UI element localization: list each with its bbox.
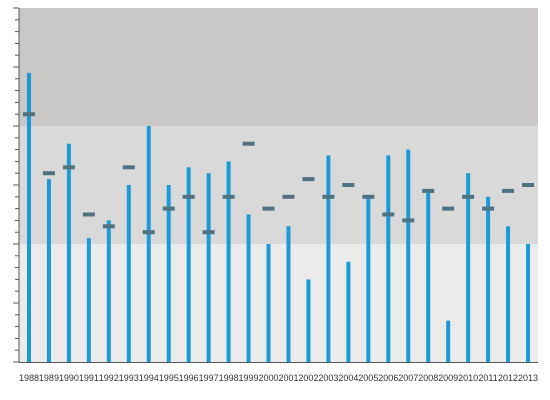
background-bands: [19, 8, 538, 362]
x-tick-label: 2002: [298, 373, 318, 383]
target-marker-2009: [442, 206, 455, 211]
target-marker-1991: [82, 212, 95, 217]
bar-1992: [106, 220, 111, 362]
x-tick-label: 2009: [438, 373, 458, 383]
bar-2005: [366, 196, 371, 362]
x-tick-label: 2001: [278, 373, 298, 383]
target-marker-1997: [202, 230, 215, 235]
bar-2000: [266, 244, 271, 362]
bar-2006: [386, 155, 391, 362]
target-marker-1988: [22, 112, 35, 117]
x-tick-label: 2010: [458, 373, 478, 383]
x-tick-label: 2006: [378, 373, 398, 383]
x-tick-label: 1991: [79, 373, 99, 383]
bar-1997: [206, 173, 211, 362]
x-tick-label: 1992: [99, 373, 119, 383]
target-marker-series: [22, 112, 535, 235]
target-marker-2000: [262, 206, 275, 211]
target-marker-1998: [222, 194, 235, 199]
bar-2002: [306, 279, 311, 362]
x-tick-label: 1999: [239, 373, 259, 383]
bar-2012: [506, 226, 511, 362]
target-marker-2012: [502, 188, 515, 193]
x-tick-label: 1993: [119, 373, 139, 383]
bar-2013: [526, 244, 531, 362]
band-1: [19, 126, 538, 244]
target-marker-2002: [302, 177, 315, 182]
bar-2001: [286, 226, 291, 362]
bar-1990: [66, 143, 71, 362]
x-tick-label: 1997: [199, 373, 219, 383]
target-marker-2007: [402, 218, 415, 223]
x-tick-label: 2000: [259, 373, 279, 383]
bar-2007: [406, 149, 411, 362]
bar-1995: [166, 185, 171, 362]
target-marker-2013: [522, 183, 535, 187]
bar-1993: [126, 185, 131, 362]
x-tick-label: 1996: [179, 373, 199, 383]
bar-1994: [146, 126, 151, 362]
x-tick-label: 2012: [498, 373, 518, 383]
bar-2010: [466, 173, 471, 362]
band-0: [19, 244, 538, 362]
target-marker-1993: [122, 165, 135, 170]
x-tick-label: 2008: [418, 373, 438, 383]
target-marker-1989: [42, 171, 55, 176]
bar-2003: [326, 155, 331, 362]
target-marker-1995: [162, 206, 175, 211]
target-marker-1999: [242, 141, 255, 146]
x-tick-label: 2004: [338, 373, 358, 383]
target-marker-2003: [322, 194, 335, 199]
target-marker-2010: [462, 194, 475, 199]
target-marker-2005: [362, 194, 375, 199]
bar-1988: [26, 72, 31, 363]
target-marker-1994: [142, 230, 155, 235]
y-axis: [13, 7, 20, 363]
bar-1991: [86, 238, 91, 362]
x-tick-label: 1994: [139, 373, 159, 383]
x-tick-label: 2003: [318, 373, 338, 383]
target-marker-2008: [422, 188, 435, 193]
x-tick-label: 2011: [478, 373, 497, 383]
x-tick-label: 2005: [358, 373, 378, 383]
target-marker-1992: [102, 224, 115, 229]
bar-2008: [426, 190, 431, 362]
bar-1989: [46, 179, 51, 362]
x-tick-label: 2013: [518, 373, 538, 383]
bar-1999: [246, 214, 251, 362]
target-marker-2006: [382, 212, 395, 217]
target-marker-2001: [282, 194, 295, 199]
x-tick-label: 1998: [219, 373, 239, 383]
x-tick-label: 1995: [159, 373, 179, 383]
x-tick-label: 1989: [39, 373, 59, 383]
bar-2009: [446, 320, 451, 362]
bar-series: [26, 72, 531, 363]
target-marker-2004: [342, 183, 355, 187]
x-tick-label: 1988: [19, 373, 39, 383]
target-marker-1996: [182, 194, 195, 199]
bar-1996: [186, 167, 191, 362]
bar-1998: [226, 161, 231, 362]
x-tick-label: 2007: [398, 373, 418, 383]
bar-2004: [346, 261, 351, 362]
target-marker-1990: [62, 165, 75, 170]
x-tick-label: 1990: [59, 373, 79, 383]
target-marker-2011: [482, 206, 495, 211]
band-2: [19, 8, 538, 126]
bar-2011: [486, 196, 491, 362]
x-tick-labels: 1988 1989 1990 1991 1992 1993 1994 1995 1996 1997…: [19, 373, 538, 383]
